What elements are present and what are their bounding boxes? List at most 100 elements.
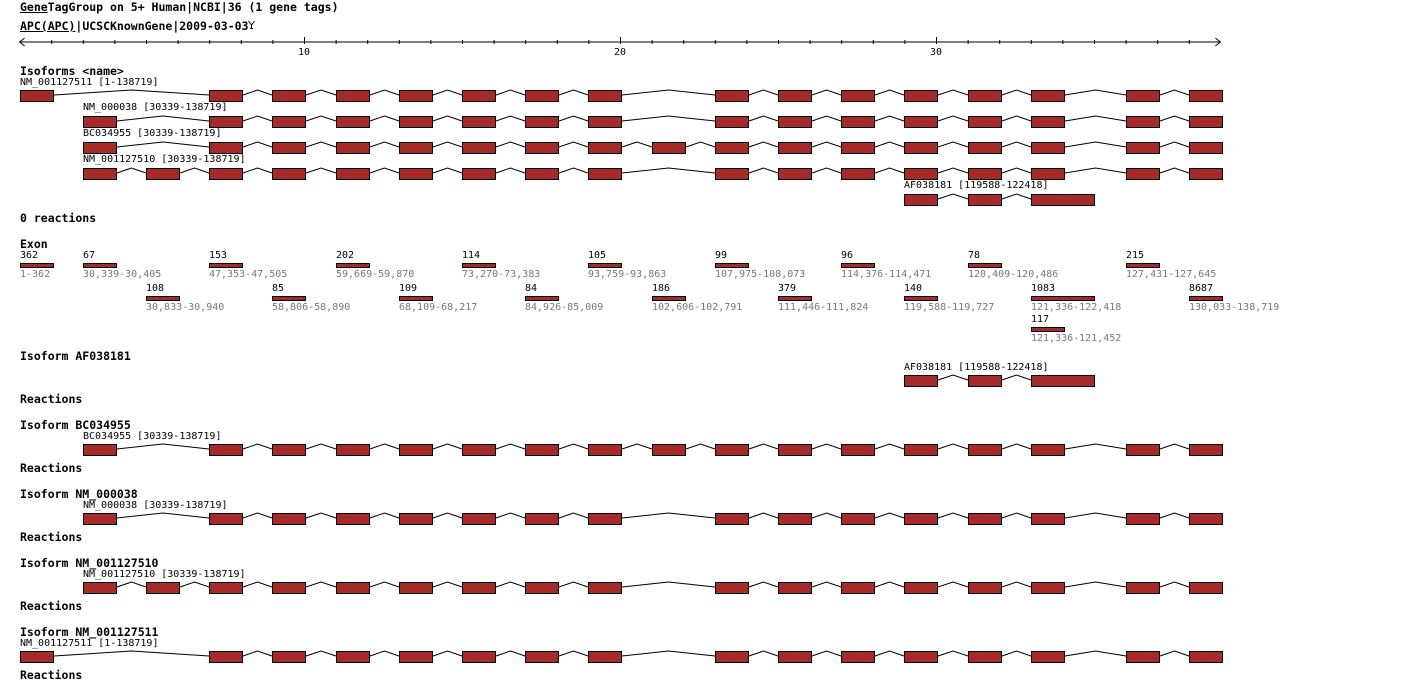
exon-box[interactable] (968, 582, 1002, 594)
exon-box[interactable] (1126, 513, 1160, 525)
exon-box[interactable] (968, 116, 1002, 128)
exon-box[interactable] (1031, 513, 1065, 525)
exon-box[interactable] (1126, 651, 1160, 663)
exon-box[interactable] (904, 651, 938, 663)
exon-bar[interactable] (715, 263, 749, 268)
exon-box[interactable] (904, 444, 938, 456)
exon-box[interactable] (588, 90, 622, 102)
exon-box[interactable] (399, 651, 433, 663)
exon-box[interactable] (83, 444, 117, 456)
funnel-icon[interactable] (248, 20, 256, 29)
exon-box[interactable] (1031, 651, 1065, 663)
exon-box[interactable] (841, 142, 875, 154)
exon-bar[interactable] (20, 263, 54, 268)
exon-box[interactable] (336, 582, 370, 594)
exon-box[interactable] (399, 582, 433, 594)
exon-bar[interactable] (399, 296, 433, 301)
exon-box[interactable] (83, 582, 117, 594)
exon-bar[interactable] (1031, 296, 1095, 301)
exon-box[interactable] (462, 116, 496, 128)
exon-box[interactable] (83, 513, 117, 525)
exon-box[interactable] (1031, 444, 1065, 456)
exon-bar[interactable] (1031, 327, 1065, 332)
exon-box[interactable] (525, 90, 559, 102)
exon-box[interactable] (715, 116, 749, 128)
exon-bar[interactable] (1126, 263, 1160, 268)
exon-box[interactable] (272, 444, 306, 456)
exon-box[interactable] (399, 90, 433, 102)
exon-box[interactable] (209, 116, 243, 128)
exon-box[interactable] (525, 142, 559, 154)
exon-bar[interactable] (652, 296, 686, 301)
exon-box[interactable] (336, 116, 370, 128)
apc-gene-link[interactable]: APC(APC) (20, 19, 76, 33)
exon-box[interactable] (841, 444, 875, 456)
exon-box[interactable] (399, 513, 433, 525)
exon-box[interactable] (525, 651, 559, 663)
exon-box[interactable] (652, 444, 686, 456)
exon-box[interactable] (904, 194, 938, 206)
exon-box[interactable] (904, 142, 938, 154)
exon-box[interactable] (778, 444, 812, 456)
exon-box[interactable] (1031, 194, 1095, 206)
exon-box[interactable] (146, 582, 180, 594)
exon-box[interactable] (83, 142, 117, 154)
exon-box[interactable] (525, 582, 559, 594)
exon-box[interactable] (209, 582, 243, 594)
exon-box[interactable] (1031, 142, 1065, 154)
exon-box[interactable] (399, 142, 433, 154)
exon-box[interactable] (778, 651, 812, 663)
exon-box[interactable] (715, 142, 749, 154)
exon-box[interactable] (272, 142, 306, 154)
exon-bar[interactable] (841, 263, 875, 268)
exon-box[interactable] (841, 582, 875, 594)
exon-bar[interactable] (525, 296, 559, 301)
exon-box[interactable] (462, 168, 496, 180)
exon-box[interactable] (272, 651, 306, 663)
exon-box[interactable] (1189, 582, 1223, 594)
exon-box[interactable] (83, 168, 117, 180)
exon-box[interactable] (462, 582, 496, 594)
exon-box[interactable] (399, 116, 433, 128)
exon-bar[interactable] (209, 263, 243, 268)
exon-box[interactable] (462, 90, 496, 102)
exon-bar[interactable] (1189, 296, 1223, 301)
exon-box[interactable] (272, 513, 306, 525)
exon-box[interactable] (1126, 142, 1160, 154)
exon-box[interactable] (336, 444, 370, 456)
exon-box[interactable] (715, 168, 749, 180)
exon-box[interactable] (1126, 444, 1160, 456)
exon-box[interactable] (1031, 582, 1065, 594)
exon-box[interactable] (841, 168, 875, 180)
exon-box[interactable] (399, 444, 433, 456)
exon-box[interactable] (272, 90, 306, 102)
exon-box[interactable] (336, 90, 370, 102)
exon-box[interactable] (588, 444, 622, 456)
exon-box[interactable] (588, 116, 622, 128)
exon-box[interactable] (904, 90, 938, 102)
exon-box[interactable] (841, 116, 875, 128)
exon-box[interactable] (209, 444, 243, 456)
exon-box[interactable] (904, 375, 938, 387)
exon-box[interactable] (1189, 651, 1223, 663)
exon-box[interactable] (209, 651, 243, 663)
exon-bar[interactable] (778, 296, 812, 301)
exon-box[interactable] (525, 168, 559, 180)
exon-box[interactable] (778, 582, 812, 594)
exon-box[interactable] (462, 651, 496, 663)
exon-box[interactable] (209, 90, 243, 102)
exon-box[interactable] (968, 168, 1002, 180)
exon-box[interactable] (525, 444, 559, 456)
exon-bar[interactable] (83, 263, 117, 268)
exon-box[interactable] (715, 582, 749, 594)
exon-box[interactable] (588, 168, 622, 180)
exon-box[interactable] (1189, 513, 1223, 525)
exon-box[interactable] (968, 444, 1002, 456)
exon-box[interactable] (1189, 168, 1223, 180)
exon-box[interactable] (968, 651, 1002, 663)
exon-box[interactable] (1031, 168, 1065, 180)
exon-box[interactable] (904, 116, 938, 128)
exon-box[interactable] (20, 651, 54, 663)
exon-box[interactable] (904, 168, 938, 180)
exon-bar[interactable] (146, 296, 180, 301)
